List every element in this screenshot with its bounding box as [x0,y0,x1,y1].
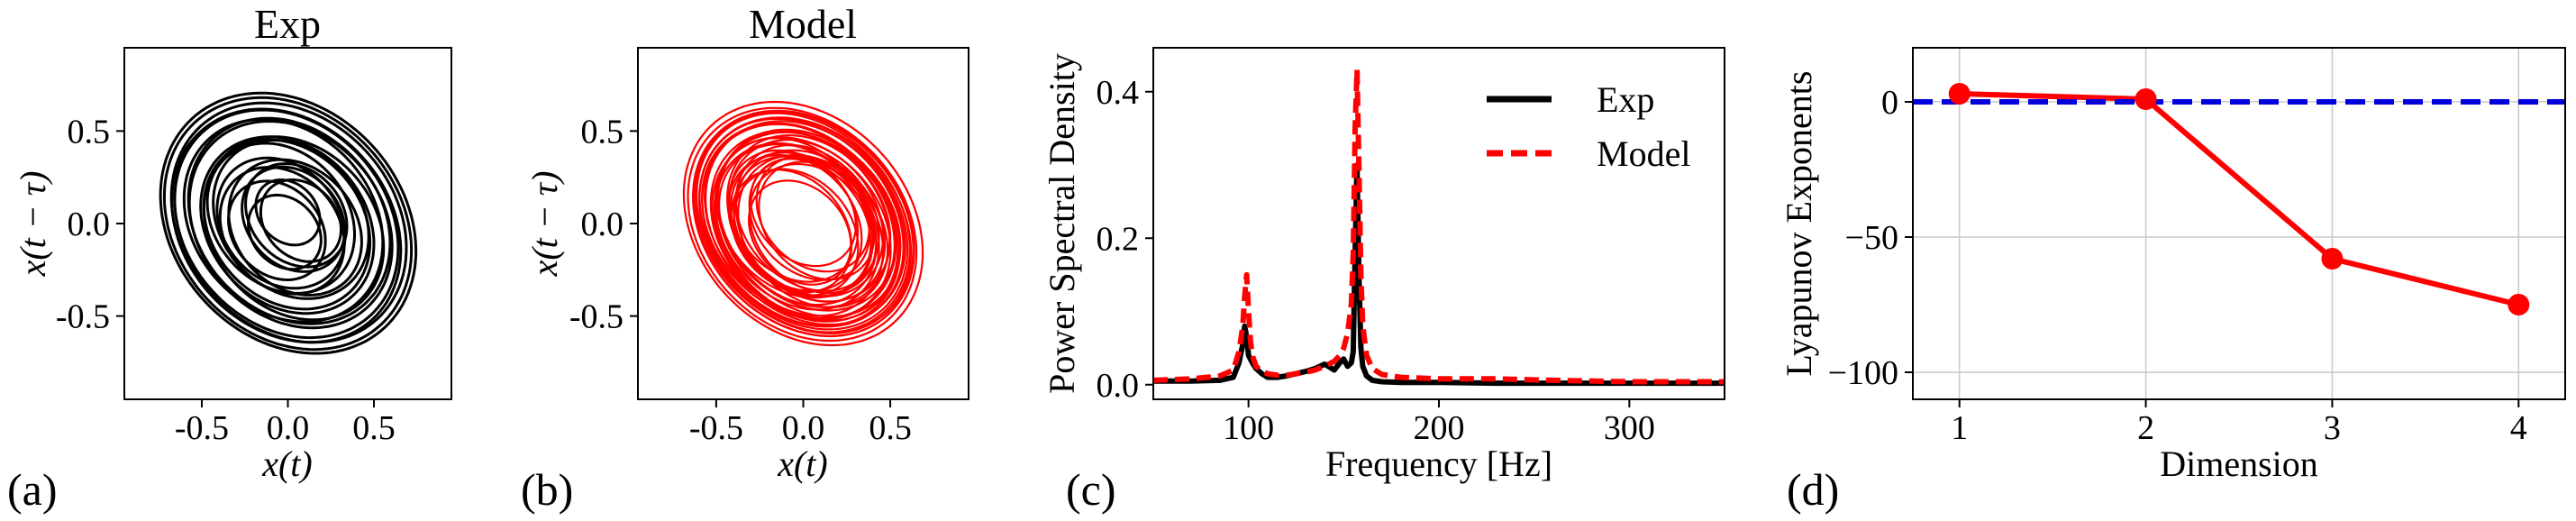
y-tick-label: −100 [1828,354,1898,392]
panel-c-series [1153,67,1725,387]
exp-psd-line [1153,162,1725,387]
panel-a-letter: (a) [7,464,58,515]
portrait-orbit [727,149,860,283]
lyapunov-marker [2321,248,2344,270]
x-tick-label: 0.0 [267,409,310,447]
y-tick-label: 0.5 [68,113,111,151]
x-tick-label: 4 [2510,409,2527,447]
portrait-orbit [698,116,909,331]
lyapunov-marker [1948,83,1971,105]
model-psd-line [1153,67,1725,385]
panel-a-xlabel: x(t) [261,443,313,484]
lyapunov-marker [2508,294,2530,315]
portrait-orbit [215,156,347,290]
y-tick-label: -0.5 [56,298,110,336]
y-tick-label: 0.4 [1097,74,1140,112]
panel-c-xticks: 100 200 300 [1223,399,1655,447]
panel-b-xlabel: x(t) [777,443,828,484]
portrait-orbit [244,162,349,269]
lyapunov-marker [2135,88,2157,110]
x-tick-label: 0.0 [782,409,825,447]
x-tick-label: 100 [1223,409,1274,447]
panel-c-letter: (c) [1066,464,1116,515]
y-tick-label: 0.0 [1097,367,1140,405]
x-tick-label: 0.5 [869,409,912,447]
portrait-orbit [187,119,394,330]
portrait-orbit [205,142,356,295]
portrait-orbit [199,135,376,315]
panel-b-letter: (b) [521,464,573,515]
x-tick-label: 1 [1951,409,1968,447]
y-tick-label: −50 [1845,219,1898,257]
panel-d-xticks: 1 2 3 4 [1951,399,2527,447]
panel-a-portrait [159,91,418,355]
panel-a-title: Exp [254,1,321,47]
panel-b-portrait [682,100,924,347]
panel-c-xlabel: Frequency [Hz] [1325,443,1552,484]
panel-d-yticks: 0 −50 −100 [1828,84,1913,392]
panel-d: 1 2 3 4 0 −50 −100 Dimension Lyapunov Exponen… [1779,47,2566,515]
x-tick-label: 300 [1604,409,1655,447]
portrait-orbit [169,101,408,344]
panel-c-legend: Exp Model [1487,79,1690,174]
x-tick-label: -0.5 [689,409,743,447]
y-tick-label: 0.0 [581,206,624,243]
portrait-orbit [715,142,880,311]
portrait-orbit [730,151,874,298]
panel-d-series [1913,83,2565,315]
panel-b: Model -0.5 0.0 0.5 -0.5 0.0 0.5 x(t) x(t − τ… [521,1,969,515]
panel-c-ylabel: Power Spectral Density [1042,53,1082,394]
portrait-orbit [692,109,915,337]
panel-d-xlabel: Dimension [2160,443,2318,484]
x-tick-label: 2 [2137,409,2154,447]
portrait-orbit [682,100,924,347]
panel-a: Exp -0.5 0.0 0.5 -0.50.00.5 x(t) x(t − τ) … [7,1,452,515]
lyapunov-line [1959,91,2520,307]
portrait-orbit [725,133,892,303]
panel-a-yticks: -0.5 0.0 0.5 [56,113,124,336]
portrait-orbit [728,139,885,297]
y-tick-label: -0.5 [569,298,624,336]
legend-model-label: Model [1597,133,1690,174]
panel-b-xticks: -0.5 0.0 0.5 [689,399,912,447]
portrait-orbit [687,106,918,343]
panel-c-yticks: 0.0 0.2 0.4 [1097,74,1153,405]
y-tick-label: 0.2 [1097,220,1140,258]
panel-b-yticks: -0.5 0.0 0.5 [569,113,638,336]
panel-d-ylabel: Lyapunov Exponents [1779,71,1819,377]
x-tick-label: 0.5 [352,409,396,447]
y-tick-label: 0.5 [581,113,624,151]
portrait-orbit [734,143,880,292]
panel-a-xticks: -0.5 0.0 0.5 [175,399,396,447]
y-tick-label: 0 [1881,84,1898,122]
panel-b-ylabel: x(t − τ) [524,171,565,278]
portrait-orbit [227,179,327,282]
x-tick-label: 3 [2324,409,2341,447]
y-tick-label: 0.0 [68,206,111,243]
portrait-orbit [701,123,902,327]
portrait-orbit [173,108,400,340]
portrait-orbit [159,91,418,355]
x-tick-label: -0.5 [175,409,229,447]
panel-d-grid [1913,48,2565,399]
legend-exp-label: Exp [1597,79,1654,120]
panel-b-title: Model [749,1,857,47]
panel-d-letter: (d) [1787,464,1839,515]
panel-a-ylabel: x(t − τ) [13,171,53,278]
x-tick-label: 200 [1414,409,1465,447]
portrait-orbit [254,178,322,247]
panel-d-frame [1912,47,2566,400]
portrait-orbit [247,193,323,271]
portrait-orbit [202,135,386,322]
panel-c: 100 200 300 0.0 0.2 0.4 Exp Model Frequency … [1042,47,1725,515]
portrait-orbit [162,96,414,352]
